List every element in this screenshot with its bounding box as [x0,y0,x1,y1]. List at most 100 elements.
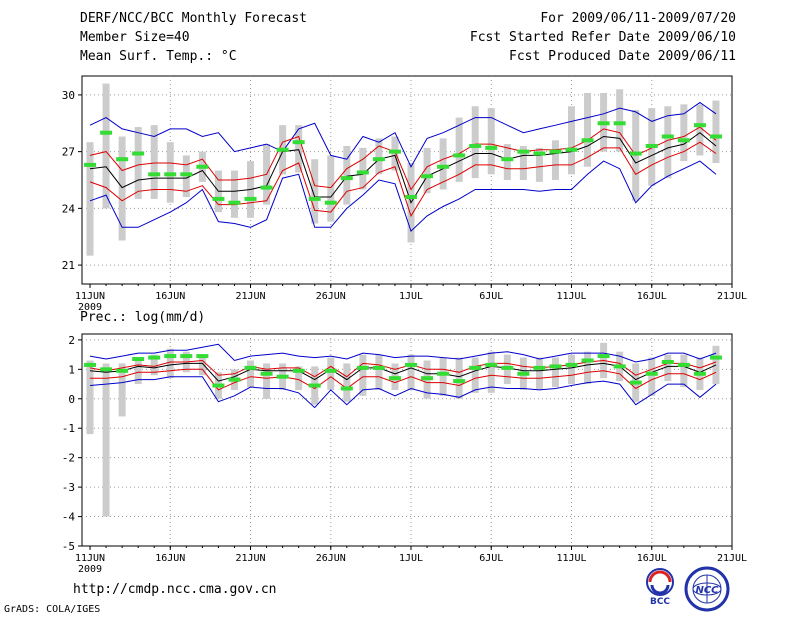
temp-median-mark [485,145,498,150]
temp-box [359,147,367,190]
temp-y-tick-label: 30 [62,89,75,102]
prec-median-mark [84,362,97,367]
ncc-logo-label: NCC [695,585,719,596]
temp-box [150,125,158,199]
forecast-produced-date: Fcst Produced Date 2009/06/11 [509,49,736,64]
temp-box [471,106,479,179]
prec-box [455,357,463,399]
temp-box [423,147,431,194]
prec-median-mark [180,354,193,359]
prec-median-mark [164,354,177,359]
bcc-logo-icon: BCC [646,568,674,606]
prec-box [150,354,158,376]
temp-box [487,108,495,175]
temp-x-tick-label: 16JUN [155,291,185,302]
temp-median-mark [533,151,546,156]
prec-box [118,363,126,417]
temp-median-mark [469,143,482,148]
temp-median-mark [709,134,722,139]
prec-line-mean [89,362,717,382]
temp-x-tick-label: 1JUL [399,291,423,302]
temp-x-tick-label: 11JUL [556,291,586,302]
temp-line-upper [89,126,717,191]
temp-box [86,142,94,256]
title-model: DERF/NCC/BCC Monthly Forecast [80,11,307,26]
temp-median-mark [517,149,530,154]
prec-median-mark [148,355,161,360]
source-url[interactable]: http://cmdp.ncc.cma.gov.cn [73,582,277,597]
temp-box [311,159,319,224]
prec-y-tick-label: 1 [68,363,75,376]
temp-median-mark [453,153,466,158]
prec-median-mark [597,354,610,359]
prec-box [375,354,383,390]
temp-median-mark [148,172,161,177]
prec-box [439,357,447,396]
temp-line-max [89,101,717,168]
temp-line-min [89,160,717,232]
prec-x-tick-label: 21JUL [717,553,747,564]
temp-median-mark [645,143,658,148]
prec-y-tick-label: 0 [68,393,75,406]
temp-y-tick-label: 27 [62,146,75,159]
temp-box [696,104,704,156]
temp-box [519,145,527,180]
temp-median-mark [356,170,369,175]
temp-box [680,104,688,162]
prec-median-mark [244,365,257,370]
prec-box [102,363,110,517]
prec-median-mark [677,362,690,367]
prec-median-mark [196,354,209,359]
temp-box [343,145,351,205]
temp-median-mark [324,200,337,205]
prec-box [584,351,592,385]
prec-x-tick-label: 26JUN [316,553,346,564]
temp-median-mark [292,140,305,145]
temp-median-mark [388,149,401,154]
temp-median-mark [100,130,113,135]
prec-x-tick-label: 1JUL [399,553,423,564]
temp-x-tick-label: 6JUL [479,291,503,302]
temp-box [102,83,110,209]
prec-median-mark [453,379,466,384]
prec-frame [81,333,733,547]
temp-median-mark [132,151,145,156]
prec-box [648,357,656,396]
temp-x-year-label: 2009 [78,302,102,313]
prec-median-mark [581,358,594,363]
prec-box [664,354,672,382]
temp-median-mark [196,164,209,169]
temp-box [568,106,576,175]
temp-box [118,136,126,241]
prec-median-mark [437,371,450,376]
prec-box [551,357,559,387]
temp-median-mark [597,121,610,126]
temp-box [551,140,559,180]
prec-line-upper [89,359,717,378]
prec-y-tick-label: -5 [62,540,75,553]
prec-median-mark [388,376,401,381]
temp-box [616,89,624,152]
prec-median-mark [116,368,129,373]
prec-y-tick-label: -4 [62,511,76,524]
prec-median-mark [212,383,225,388]
temp-box [327,155,335,222]
prec-median-mark [292,368,305,373]
prec-x-tick-label: 11JUN [75,553,105,564]
prec-x-tick-label: 16JUN [155,553,185,564]
temp-box [535,147,543,182]
prec-x-tick-label: 16JUL [637,553,667,564]
prec-median-mark [308,383,321,388]
prec-median-mark [709,355,722,360]
prec-median-mark [661,359,674,364]
temp-median-mark [565,147,578,152]
prec-box [535,357,543,390]
temp-box [712,100,720,163]
prec-box [487,351,495,393]
temp-box [664,106,672,179]
temp-box [455,117,463,182]
prec-box [343,363,351,402]
prec-box [198,354,206,376]
